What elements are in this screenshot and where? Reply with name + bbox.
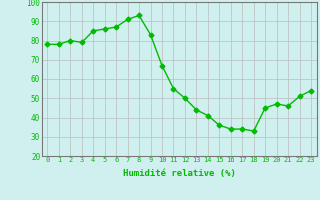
X-axis label: Humidité relative (%): Humidité relative (%) (123, 169, 236, 178)
